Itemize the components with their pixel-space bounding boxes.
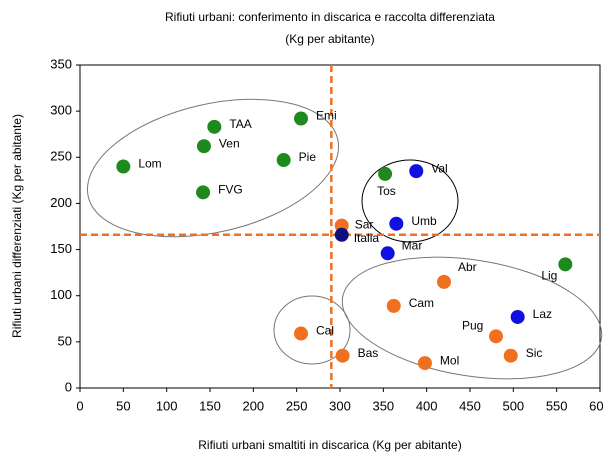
- group-ellipse: [341, 256, 603, 380]
- point: [380, 246, 395, 261]
- y-tick-label: 100: [50, 287, 72, 302]
- point-label: Umb: [411, 214, 437, 228]
- y-tick-label: 250: [50, 149, 72, 164]
- point-label: Tos: [377, 184, 396, 198]
- point: [276, 153, 291, 168]
- point: [335, 348, 350, 363]
- group-ellipses: [86, 98, 603, 380]
- point: [437, 274, 451, 289]
- point-label: Sar: [355, 218, 374, 232]
- point: [196, 185, 211, 200]
- x-tick-label: 350: [372, 398, 394, 413]
- point-label: Lig: [541, 269, 557, 283]
- x-tick-label: 100: [156, 398, 178, 413]
- point-label: Val: [431, 161, 447, 175]
- point-label: Lom: [138, 157, 161, 171]
- point: [207, 119, 222, 134]
- point: [386, 298, 401, 313]
- point: [116, 159, 131, 174]
- y-tick-label: 350: [50, 56, 72, 71]
- point-label: Mar: [402, 238, 423, 252]
- x-tick-label: 500: [502, 398, 524, 413]
- y-tick-label: 50: [58, 333, 72, 348]
- point: [389, 216, 404, 231]
- x-tick-label: 150: [199, 398, 221, 413]
- point-label: Laz: [533, 307, 552, 321]
- point: [417, 356, 432, 371]
- point-label: Pug: [462, 318, 483, 332]
- point: [378, 166, 393, 181]
- point-label: Sic: [526, 346, 543, 360]
- point: [558, 257, 573, 272]
- x-axis-label: Rifiuti urbani smaltiti in discarica (Kg…: [198, 438, 461, 452]
- x-tick-label: 600: [589, 398, 604, 413]
- group-ellipse: [361, 159, 459, 243]
- point-label: Bas: [358, 346, 379, 360]
- point: [334, 227, 349, 242]
- point: [294, 326, 308, 341]
- point-label: Abr: [458, 260, 477, 274]
- point-label: Mol: [440, 353, 459, 367]
- point-label: TAA: [229, 117, 251, 131]
- point-label: Italia: [354, 231, 380, 245]
- x-tick-label: 450: [459, 398, 481, 413]
- x-tick-label: 200: [242, 398, 264, 413]
- y-tick-label: 0: [65, 379, 72, 394]
- point: [489, 329, 503, 344]
- y-axis-label: Rifiuti urbani differenziati (Kg per abi…: [10, 114, 24, 338]
- x-tick-label: 400: [416, 398, 438, 413]
- chart-subtitle: (Kg per abitante): [285, 32, 374, 46]
- y-tick-label: 300: [50, 103, 72, 118]
- chart-title: Rifiuti urbani: conferimento in discaric…: [165, 10, 495, 24]
- group-ellipse: [273, 295, 351, 365]
- y-tick-label: 200: [50, 195, 72, 210]
- point-label: Emi: [316, 109, 337, 123]
- point-label: Cal: [316, 324, 334, 338]
- point: [409, 164, 424, 179]
- point: [294, 111, 308, 126]
- x-tick-label: 250: [286, 398, 308, 413]
- point-label: Pie: [299, 150, 317, 164]
- point-label: FVG: [218, 183, 243, 197]
- point: [196, 139, 211, 154]
- point: [503, 348, 518, 363]
- group-ellipse: [86, 98, 340, 238]
- x-tick-label: 0: [76, 398, 83, 413]
- point-label: Ven: [219, 136, 240, 150]
- point-label: Cam: [409, 296, 434, 310]
- x-tick-label: 50: [116, 398, 130, 413]
- y-tick-label: 150: [50, 241, 72, 256]
- point: [510, 309, 525, 324]
- x-tick-label: 550: [546, 398, 568, 413]
- x-tick-label: 300: [329, 398, 351, 413]
